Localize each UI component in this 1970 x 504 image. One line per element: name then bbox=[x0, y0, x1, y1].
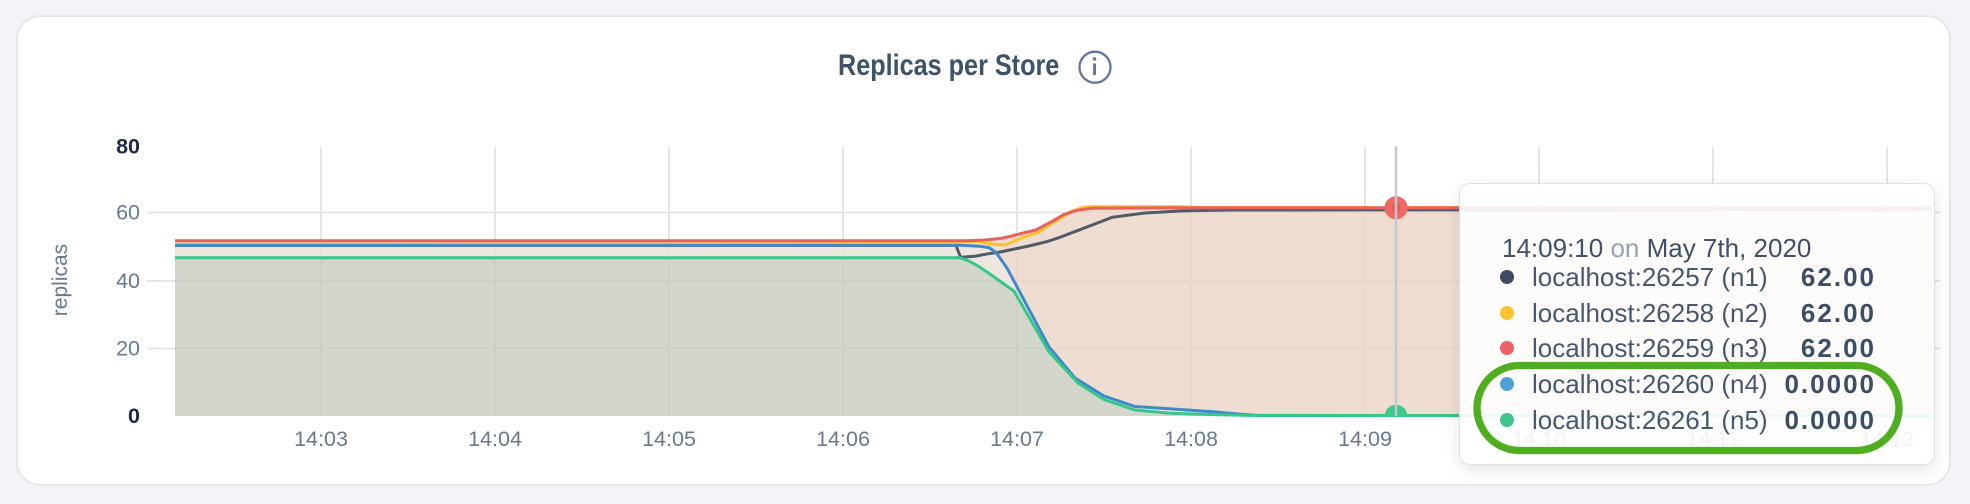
svg-text:60: 60 bbox=[116, 201, 140, 225]
svg-text:0: 0 bbox=[128, 404, 140, 428]
svg-text:14:09: 14:09 bbox=[1338, 427, 1392, 451]
svg-text:40: 40 bbox=[116, 269, 140, 293]
svg-text:80: 80 bbox=[116, 135, 140, 159]
svg-text:14:08: 14:08 bbox=[1164, 427, 1218, 451]
svg-text:14:07: 14:07 bbox=[990, 427, 1044, 451]
svg-text:20: 20 bbox=[116, 337, 140, 361]
svg-text:14:04: 14:04 bbox=[468, 427, 522, 451]
svg-text:14:05: 14:05 bbox=[642, 427, 696, 451]
svg-text:14:06: 14:06 bbox=[816, 427, 870, 451]
svg-text:14:03: 14:03 bbox=[294, 427, 348, 451]
svg-text:replicas: replicas bbox=[49, 244, 72, 316]
